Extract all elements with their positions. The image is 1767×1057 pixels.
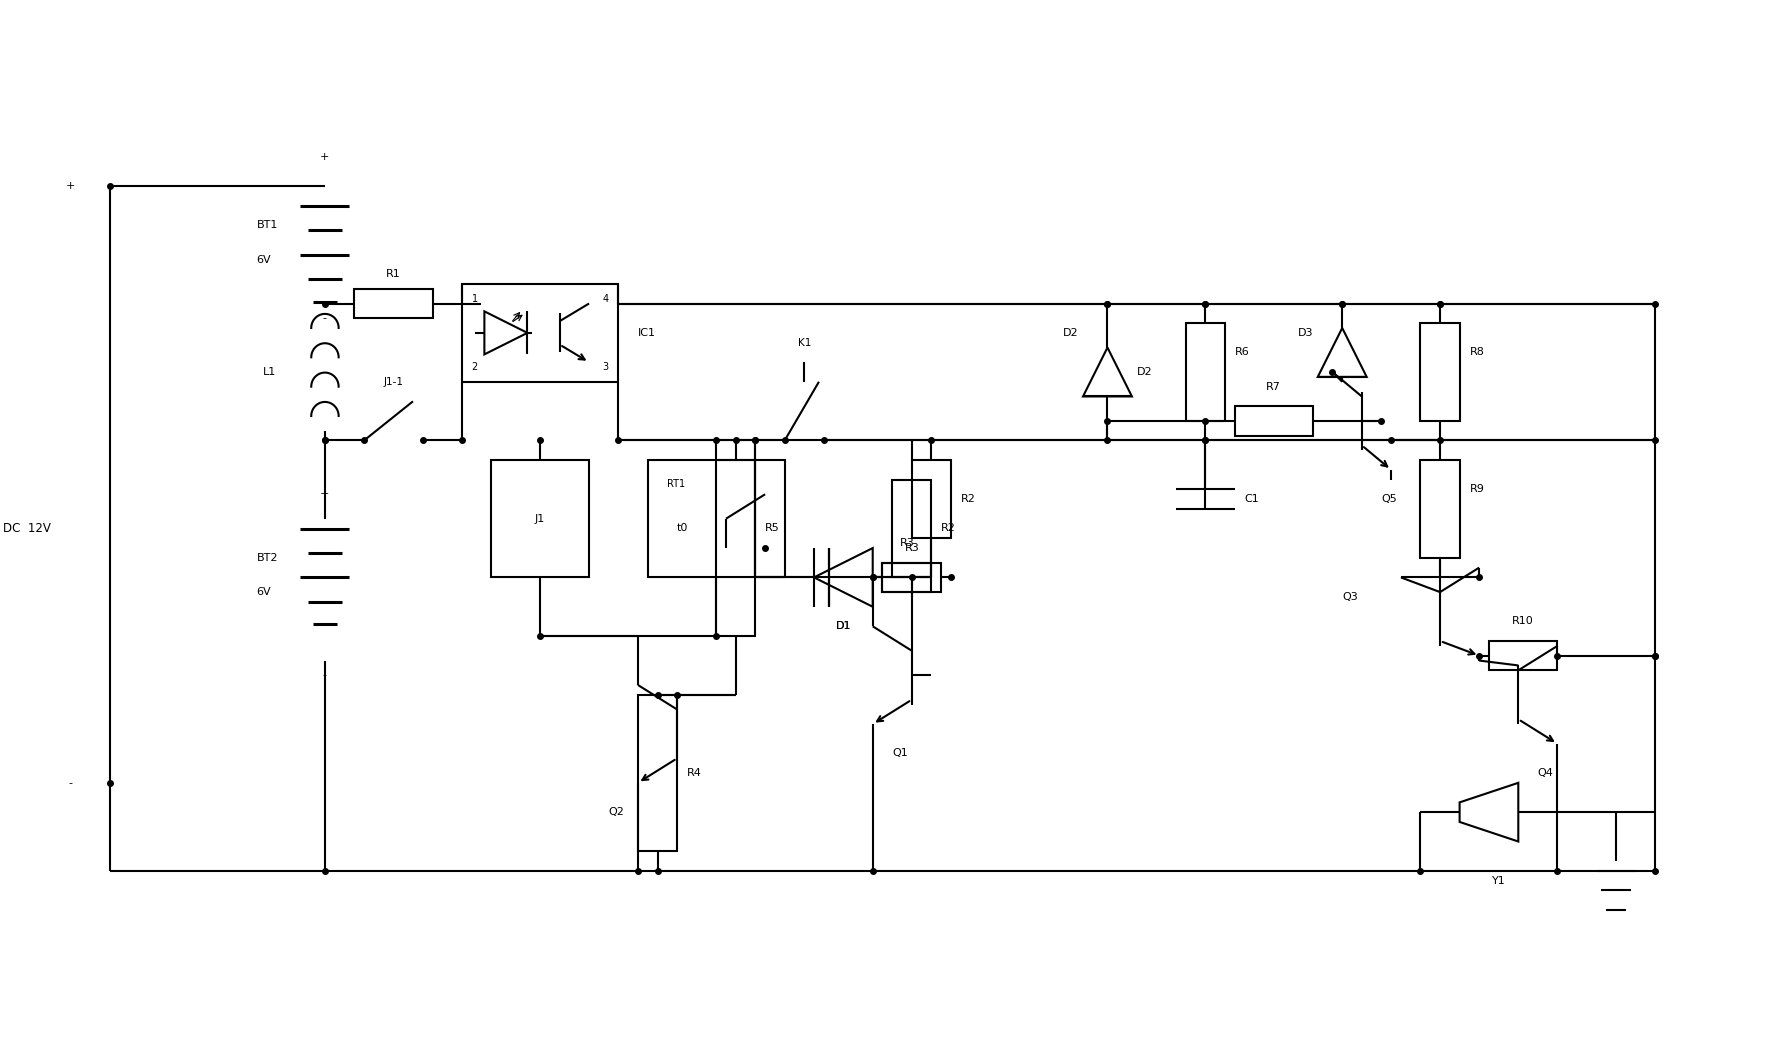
Text: Y1: Y1 bbox=[1491, 875, 1505, 886]
Bar bbox=[892, 480, 931, 577]
Text: +: + bbox=[320, 489, 330, 499]
Text: 1: 1 bbox=[472, 294, 477, 303]
Text: Q4: Q4 bbox=[1537, 768, 1553, 778]
Text: BT2: BT2 bbox=[256, 553, 277, 562]
Text: D3: D3 bbox=[1297, 328, 1313, 338]
Bar bbox=[912, 460, 951, 538]
Text: 6V: 6V bbox=[256, 587, 270, 597]
Text: 4: 4 bbox=[603, 294, 608, 303]
Text: R7: R7 bbox=[1267, 382, 1281, 392]
Text: D1: D1 bbox=[836, 622, 852, 631]
Text: R3: R3 bbox=[905, 543, 919, 553]
Text: Q2: Q2 bbox=[608, 808, 624, 817]
Text: BT1: BT1 bbox=[256, 220, 277, 230]
Text: R10: R10 bbox=[1513, 616, 1534, 627]
Bar bbox=[491, 460, 588, 577]
Text: R9: R9 bbox=[1470, 484, 1484, 495]
Bar bbox=[716, 460, 755, 636]
Text: R3: R3 bbox=[899, 538, 914, 549]
Text: K1: K1 bbox=[797, 337, 811, 348]
Text: D2: D2 bbox=[1062, 328, 1078, 338]
Bar bbox=[1421, 460, 1460, 558]
Text: L1: L1 bbox=[263, 367, 276, 377]
Text: J1: J1 bbox=[535, 514, 546, 523]
Text: -: - bbox=[323, 670, 327, 681]
Bar bbox=[1421, 323, 1460, 421]
Text: 3: 3 bbox=[603, 363, 608, 372]
Bar bbox=[638, 694, 677, 851]
Text: RT1: RT1 bbox=[668, 480, 686, 489]
Bar bbox=[882, 562, 942, 592]
Text: R2: R2 bbox=[942, 523, 956, 534]
Bar bbox=[882, 562, 931, 592]
Bar bbox=[648, 460, 785, 577]
Text: C1: C1 bbox=[1244, 495, 1260, 504]
Text: D1: D1 bbox=[836, 622, 852, 631]
Bar bbox=[461, 284, 618, 382]
Text: +: + bbox=[65, 181, 76, 191]
Text: J1-1: J1-1 bbox=[383, 376, 403, 387]
Text: Q3: Q3 bbox=[1343, 592, 1359, 602]
Text: R1: R1 bbox=[385, 270, 401, 279]
Text: R2: R2 bbox=[961, 495, 975, 504]
Text: -: - bbox=[323, 313, 327, 323]
Text: R4: R4 bbox=[687, 768, 701, 778]
Text: t0: t0 bbox=[677, 523, 689, 534]
Bar bbox=[1235, 406, 1313, 435]
Text: +: + bbox=[320, 152, 330, 162]
Text: 2: 2 bbox=[472, 363, 477, 372]
Text: -: - bbox=[69, 778, 72, 787]
Text: Q1: Q1 bbox=[892, 748, 908, 759]
Text: 6V: 6V bbox=[256, 255, 270, 264]
Text: DC  12V: DC 12V bbox=[4, 522, 51, 535]
Text: R5: R5 bbox=[765, 523, 779, 534]
Text: R8: R8 bbox=[1470, 348, 1484, 357]
Text: D2: D2 bbox=[1136, 367, 1152, 377]
Bar bbox=[355, 289, 433, 318]
Text: Q5: Q5 bbox=[1382, 495, 1398, 504]
Text: IC1: IC1 bbox=[638, 328, 656, 338]
Bar bbox=[1186, 323, 1225, 421]
Text: R6: R6 bbox=[1235, 348, 1249, 357]
Bar bbox=[1490, 641, 1557, 670]
